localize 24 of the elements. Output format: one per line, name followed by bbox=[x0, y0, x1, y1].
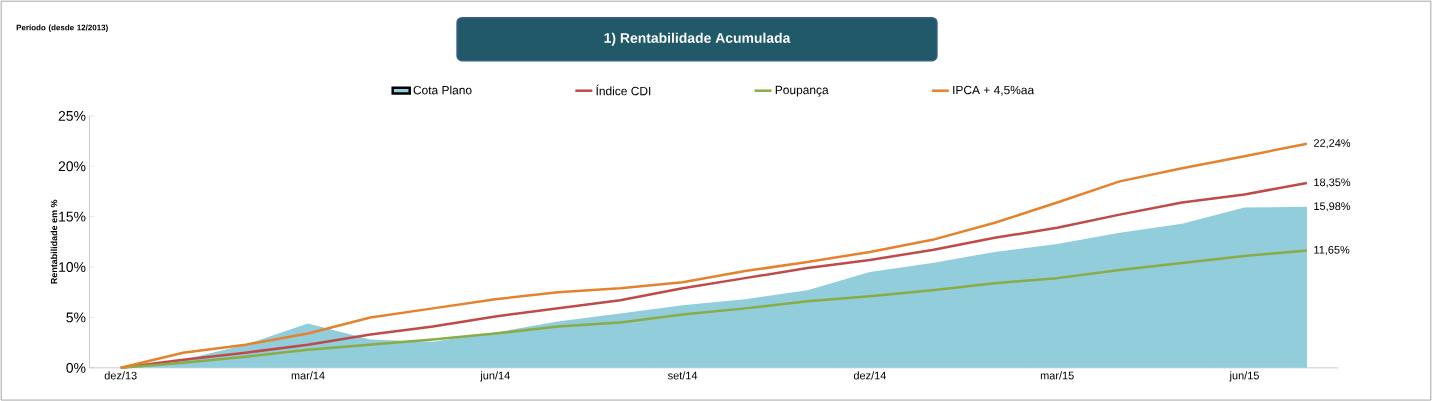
y-axis-title: Rentabilidade em % bbox=[50, 199, 58, 284]
data-label: 15,98% bbox=[1314, 202, 1351, 212]
data-label: 11,65% bbox=[1314, 245, 1350, 255]
y-tick-label: 20% bbox=[58, 161, 86, 172]
line-series bbox=[119, 142, 1309, 369]
y-tick-label: 15% bbox=[59, 211, 86, 222]
y-tick-label: 25% bbox=[58, 110, 86, 121]
x-tick-label: mar/15 bbox=[1040, 371, 1074, 380]
legend-label: IPCA + 4,5%aa bbox=[953, 85, 1035, 96]
data-label: 22,24% bbox=[1313, 139, 1351, 149]
legend-label: Índice CDI bbox=[596, 84, 651, 96]
legend-label: Cota Plano bbox=[413, 85, 472, 95]
x-tick-label: jun/15 bbox=[1229, 371, 1259, 382]
x-tick-label: set/14 bbox=[667, 371, 698, 380]
y-tick-label: 5% bbox=[66, 312, 86, 323]
y-tick-label: 10% bbox=[59, 261, 86, 272]
x-tick-label: jun/14 bbox=[480, 371, 510, 382]
x-tick-label: dez/13 bbox=[104, 371, 137, 380]
data-label: 18,35% bbox=[1314, 178, 1351, 188]
chart-title: 1) Rentabilidade Acumulada bbox=[604, 32, 791, 46]
x-tick-label: mar/14 bbox=[291, 371, 325, 380]
y-tick-label: 0% bbox=[66, 362, 86, 373]
legend-label: Poupança bbox=[775, 85, 829, 97]
x-tick-label: dez/14 bbox=[853, 371, 887, 380]
